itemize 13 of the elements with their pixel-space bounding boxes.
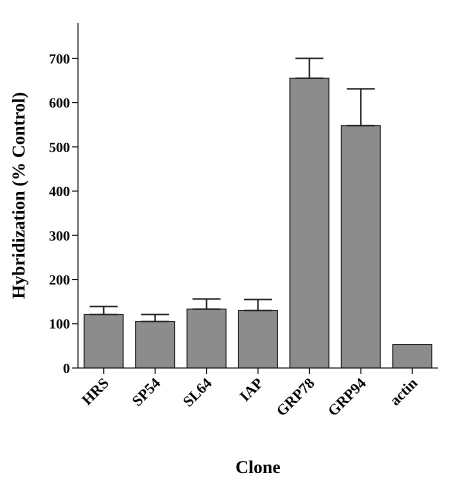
y-tick-label: 100 [49, 318, 70, 333]
y-tick-label: 400 [49, 185, 70, 200]
y-tick-label: 200 [49, 274, 70, 289]
x-axis-title: Clone [236, 457, 281, 477]
y-tick-label: 300 [49, 229, 70, 244]
bar [392, 344, 432, 368]
y-tick-label: 0 [63, 362, 70, 377]
y-tick-label: 500 [49, 140, 70, 156]
y-tick-label: 600 [49, 96, 70, 112]
y-tick-label: 700 [49, 52, 70, 68]
x-tick-label: actin [387, 375, 422, 410]
y-axis-title: Hybridization (% Control) [8, 92, 28, 299]
x-tick-label: IAP [237, 376, 267, 406]
